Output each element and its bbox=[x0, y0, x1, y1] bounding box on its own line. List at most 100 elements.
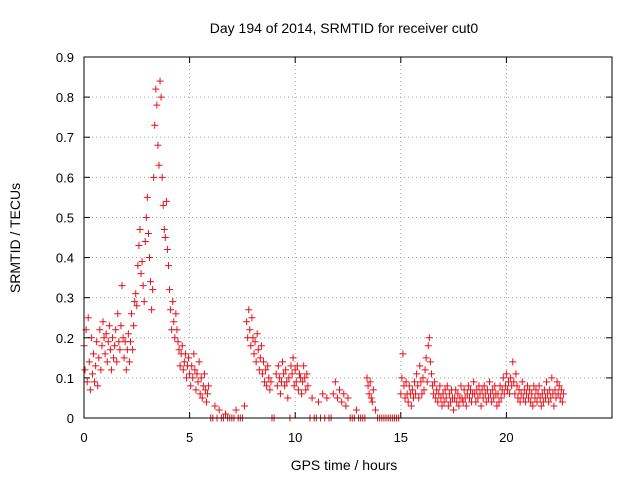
data-point bbox=[116, 346, 124, 354]
data-point bbox=[477, 402, 485, 410]
data-point bbox=[137, 270, 145, 278]
plot-frame bbox=[83, 56, 613, 419]
data-point bbox=[258, 370, 266, 378]
data-point bbox=[150, 173, 158, 181]
y-tick-label: 0.9 bbox=[56, 50, 74, 65]
data-point bbox=[532, 386, 540, 394]
data-point bbox=[545, 398, 553, 406]
data-point bbox=[255, 366, 263, 374]
data-point bbox=[422, 354, 430, 362]
x-tick-label: 0 bbox=[80, 430, 87, 445]
data-point bbox=[420, 386, 428, 394]
data-point bbox=[291, 366, 299, 374]
data-point bbox=[178, 342, 186, 350]
data-point bbox=[526, 386, 534, 394]
data-point bbox=[368, 398, 376, 406]
data-point bbox=[298, 390, 306, 398]
data-point bbox=[176, 362, 184, 370]
data-point bbox=[509, 358, 517, 366]
data-point bbox=[329, 390, 337, 398]
y-tick-label: 0.5 bbox=[56, 210, 74, 225]
data-point bbox=[166, 286, 174, 294]
data-point bbox=[247, 342, 255, 350]
data-point bbox=[148, 306, 156, 314]
data-point bbox=[556, 394, 564, 402]
data-point bbox=[442, 394, 450, 402]
data-point bbox=[304, 382, 312, 390]
data-point bbox=[466, 386, 474, 394]
data-point bbox=[164, 262, 172, 270]
data-point bbox=[555, 382, 563, 390]
data-point bbox=[134, 262, 142, 270]
data-point bbox=[117, 322, 125, 330]
data-point bbox=[550, 402, 558, 410]
data-point bbox=[431, 378, 439, 386]
data-point bbox=[503, 386, 511, 394]
data-point bbox=[402, 378, 410, 386]
data-point bbox=[408, 386, 416, 394]
data-point bbox=[426, 358, 434, 366]
data-point bbox=[143, 193, 151, 201]
data-point bbox=[114, 310, 122, 318]
data-point bbox=[438, 402, 446, 410]
data-point bbox=[100, 334, 108, 342]
y-tick-label: 0.7 bbox=[56, 130, 74, 145]
data-point bbox=[153, 101, 161, 109]
data-point bbox=[263, 382, 271, 390]
data-point bbox=[266, 386, 274, 394]
data-point bbox=[140, 298, 148, 306]
chart-title: Day 194 of 2014, SRMTID for receiver cut… bbox=[210, 20, 479, 36]
data-point bbox=[397, 390, 405, 398]
data-point bbox=[510, 378, 518, 386]
data-point bbox=[163, 246, 171, 254]
data-point bbox=[333, 394, 341, 402]
data-point bbox=[529, 402, 537, 410]
data-point bbox=[441, 386, 449, 394]
data-points bbox=[80, 77, 567, 422]
data-point bbox=[88, 370, 96, 378]
data-point bbox=[99, 318, 107, 326]
data-point bbox=[363, 374, 371, 382]
data-point bbox=[201, 386, 209, 394]
data-point bbox=[261, 378, 269, 386]
data-point bbox=[502, 370, 510, 378]
data-point bbox=[527, 398, 535, 406]
data-point bbox=[267, 378, 275, 386]
data-point bbox=[103, 358, 111, 366]
data-point bbox=[186, 370, 194, 378]
data-point bbox=[119, 334, 127, 342]
data-point bbox=[300, 362, 308, 370]
data-point bbox=[344, 394, 352, 402]
data-point bbox=[460, 386, 468, 394]
y-tick-label: 0.4 bbox=[56, 251, 74, 266]
data-point bbox=[465, 394, 473, 402]
data-point bbox=[110, 354, 118, 362]
data-point bbox=[92, 362, 100, 370]
data-point bbox=[367, 394, 375, 402]
data-point bbox=[424, 342, 432, 350]
data-point bbox=[252, 358, 260, 366]
data-point bbox=[205, 382, 213, 390]
data-point bbox=[162, 197, 170, 205]
data-point bbox=[105, 322, 113, 330]
data-point bbox=[156, 77, 164, 85]
data-point bbox=[122, 366, 130, 374]
data-point bbox=[188, 362, 196, 370]
data-point bbox=[133, 302, 141, 310]
data-point bbox=[399, 350, 407, 358]
data-point bbox=[195, 358, 203, 366]
data-point bbox=[189, 374, 197, 382]
data-point bbox=[274, 362, 282, 370]
data-point bbox=[281, 382, 289, 390]
data-point bbox=[453, 398, 461, 406]
data-point bbox=[142, 213, 150, 221]
data-point bbox=[107, 366, 115, 374]
data-point bbox=[111, 342, 119, 350]
y-tick-label: 0.1 bbox=[56, 371, 74, 386]
data-point bbox=[175, 346, 183, 354]
y-tick-label: 0.6 bbox=[56, 170, 74, 185]
data-point bbox=[98, 342, 106, 350]
data-point bbox=[83, 378, 91, 386]
data-point bbox=[94, 382, 102, 390]
